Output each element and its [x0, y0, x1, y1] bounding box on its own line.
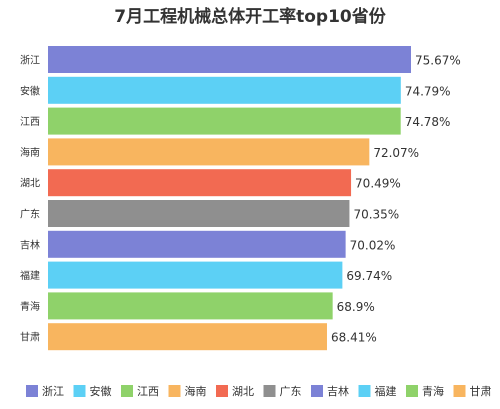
- data-label-5: 70.35%: [353, 208, 399, 222]
- bar-5: [48, 200, 350, 227]
- legend-item-9: 甘肃: [453, 385, 492, 398]
- legend-label-7: 福建: [375, 384, 397, 398]
- legend-swatch-7: [358, 385, 371, 397]
- legend-item-8: 青海: [406, 384, 444, 398]
- bar-7: [48, 261, 343, 289]
- legend-label-4: 湖北: [232, 385, 254, 398]
- data-label-0: 75.67%: [415, 54, 461, 68]
- legend-swatch-8: [406, 385, 418, 397]
- category-label-1: 安徽: [20, 84, 40, 97]
- category-label-4: 湖北: [20, 178, 40, 190]
- legend: 浙江 安徽 江西 海南 湖北 广东 吉林 福建 青海 甘肃: [26, 384, 492, 398]
- legend-label-6: 吉林: [327, 384, 349, 398]
- chart-title: 7月工程机械总体开工率top10省份: [114, 6, 386, 27]
- data-label-9: 68.41%: [331, 331, 377, 345]
- legend-swatch-0: [26, 385, 38, 397]
- bars-layer: 浙江 75.67% 安徽 74.79% 江西 74.78% 海南 72.07% 湖北 70.49%…: [20, 46, 461, 351]
- legend-swatch-2: [121, 385, 133, 397]
- legend-swatch-4: [216, 385, 228, 397]
- data-label-7: 69.74%: [346, 269, 392, 283]
- data-label-2: 74.78%: [405, 115, 451, 129]
- legend-swatch-9: [453, 385, 466, 397]
- bar-9: [48, 323, 327, 351]
- legend-label-5: 广东: [280, 385, 302, 398]
- data-label-3: 72.07%: [373, 146, 419, 160]
- category-label-8: 青海: [20, 300, 40, 313]
- data-label-6: 70.02%: [350, 238, 396, 252]
- bar-1: [48, 76, 401, 104]
- legend-swatch-6: [311, 385, 323, 397]
- legend-label-3: 海南: [185, 384, 207, 398]
- legend-label-8: 青海: [422, 384, 444, 398]
- bar-0: [48, 46, 411, 73]
- category-label-0: 浙江: [20, 55, 40, 67]
- category-label-7: 福建: [20, 269, 40, 282]
- category-label-5: 广东: [20, 208, 40, 221]
- legend-label-1: 安徽: [90, 384, 112, 398]
- category-label-6: 吉林: [20, 238, 40, 251]
- category-label-2: 江西: [20, 116, 40, 128]
- bar-8: [48, 292, 333, 320]
- category-label-9: 甘肃: [20, 331, 40, 344]
- legend-swatch-5: [263, 385, 276, 397]
- data-label-1: 74.79%: [405, 84, 451, 98]
- legend-label-2: 江西: [137, 385, 159, 398]
- legend-item-6: 吉林: [311, 384, 349, 398]
- data-label-4: 70.49%: [355, 177, 401, 191]
- bar-2: [48, 107, 401, 135]
- legend-item-7: 福建: [358, 384, 397, 398]
- bar-6: [48, 230, 346, 258]
- legend-item-3: 海南: [168, 384, 207, 398]
- bar-4: [48, 169, 352, 197]
- data-label-8: 68.9%: [337, 300, 375, 314]
- legend-item-4: 湖北: [216, 385, 254, 398]
- legend-swatch-1: [73, 385, 86, 397]
- legend-item-0: 浙江: [26, 385, 64, 398]
- legend-label-0: 浙江: [42, 385, 64, 398]
- bar-3: [48, 138, 370, 166]
- legend-label-9: 甘肃: [470, 385, 492, 398]
- legend-item-2: 江西: [121, 385, 159, 398]
- category-label-3: 海南: [20, 146, 40, 159]
- legend-item-1: 安徽: [73, 384, 112, 398]
- legend-swatch-3: [168, 385, 181, 397]
- legend-item-5: 广东: [263, 385, 302, 398]
